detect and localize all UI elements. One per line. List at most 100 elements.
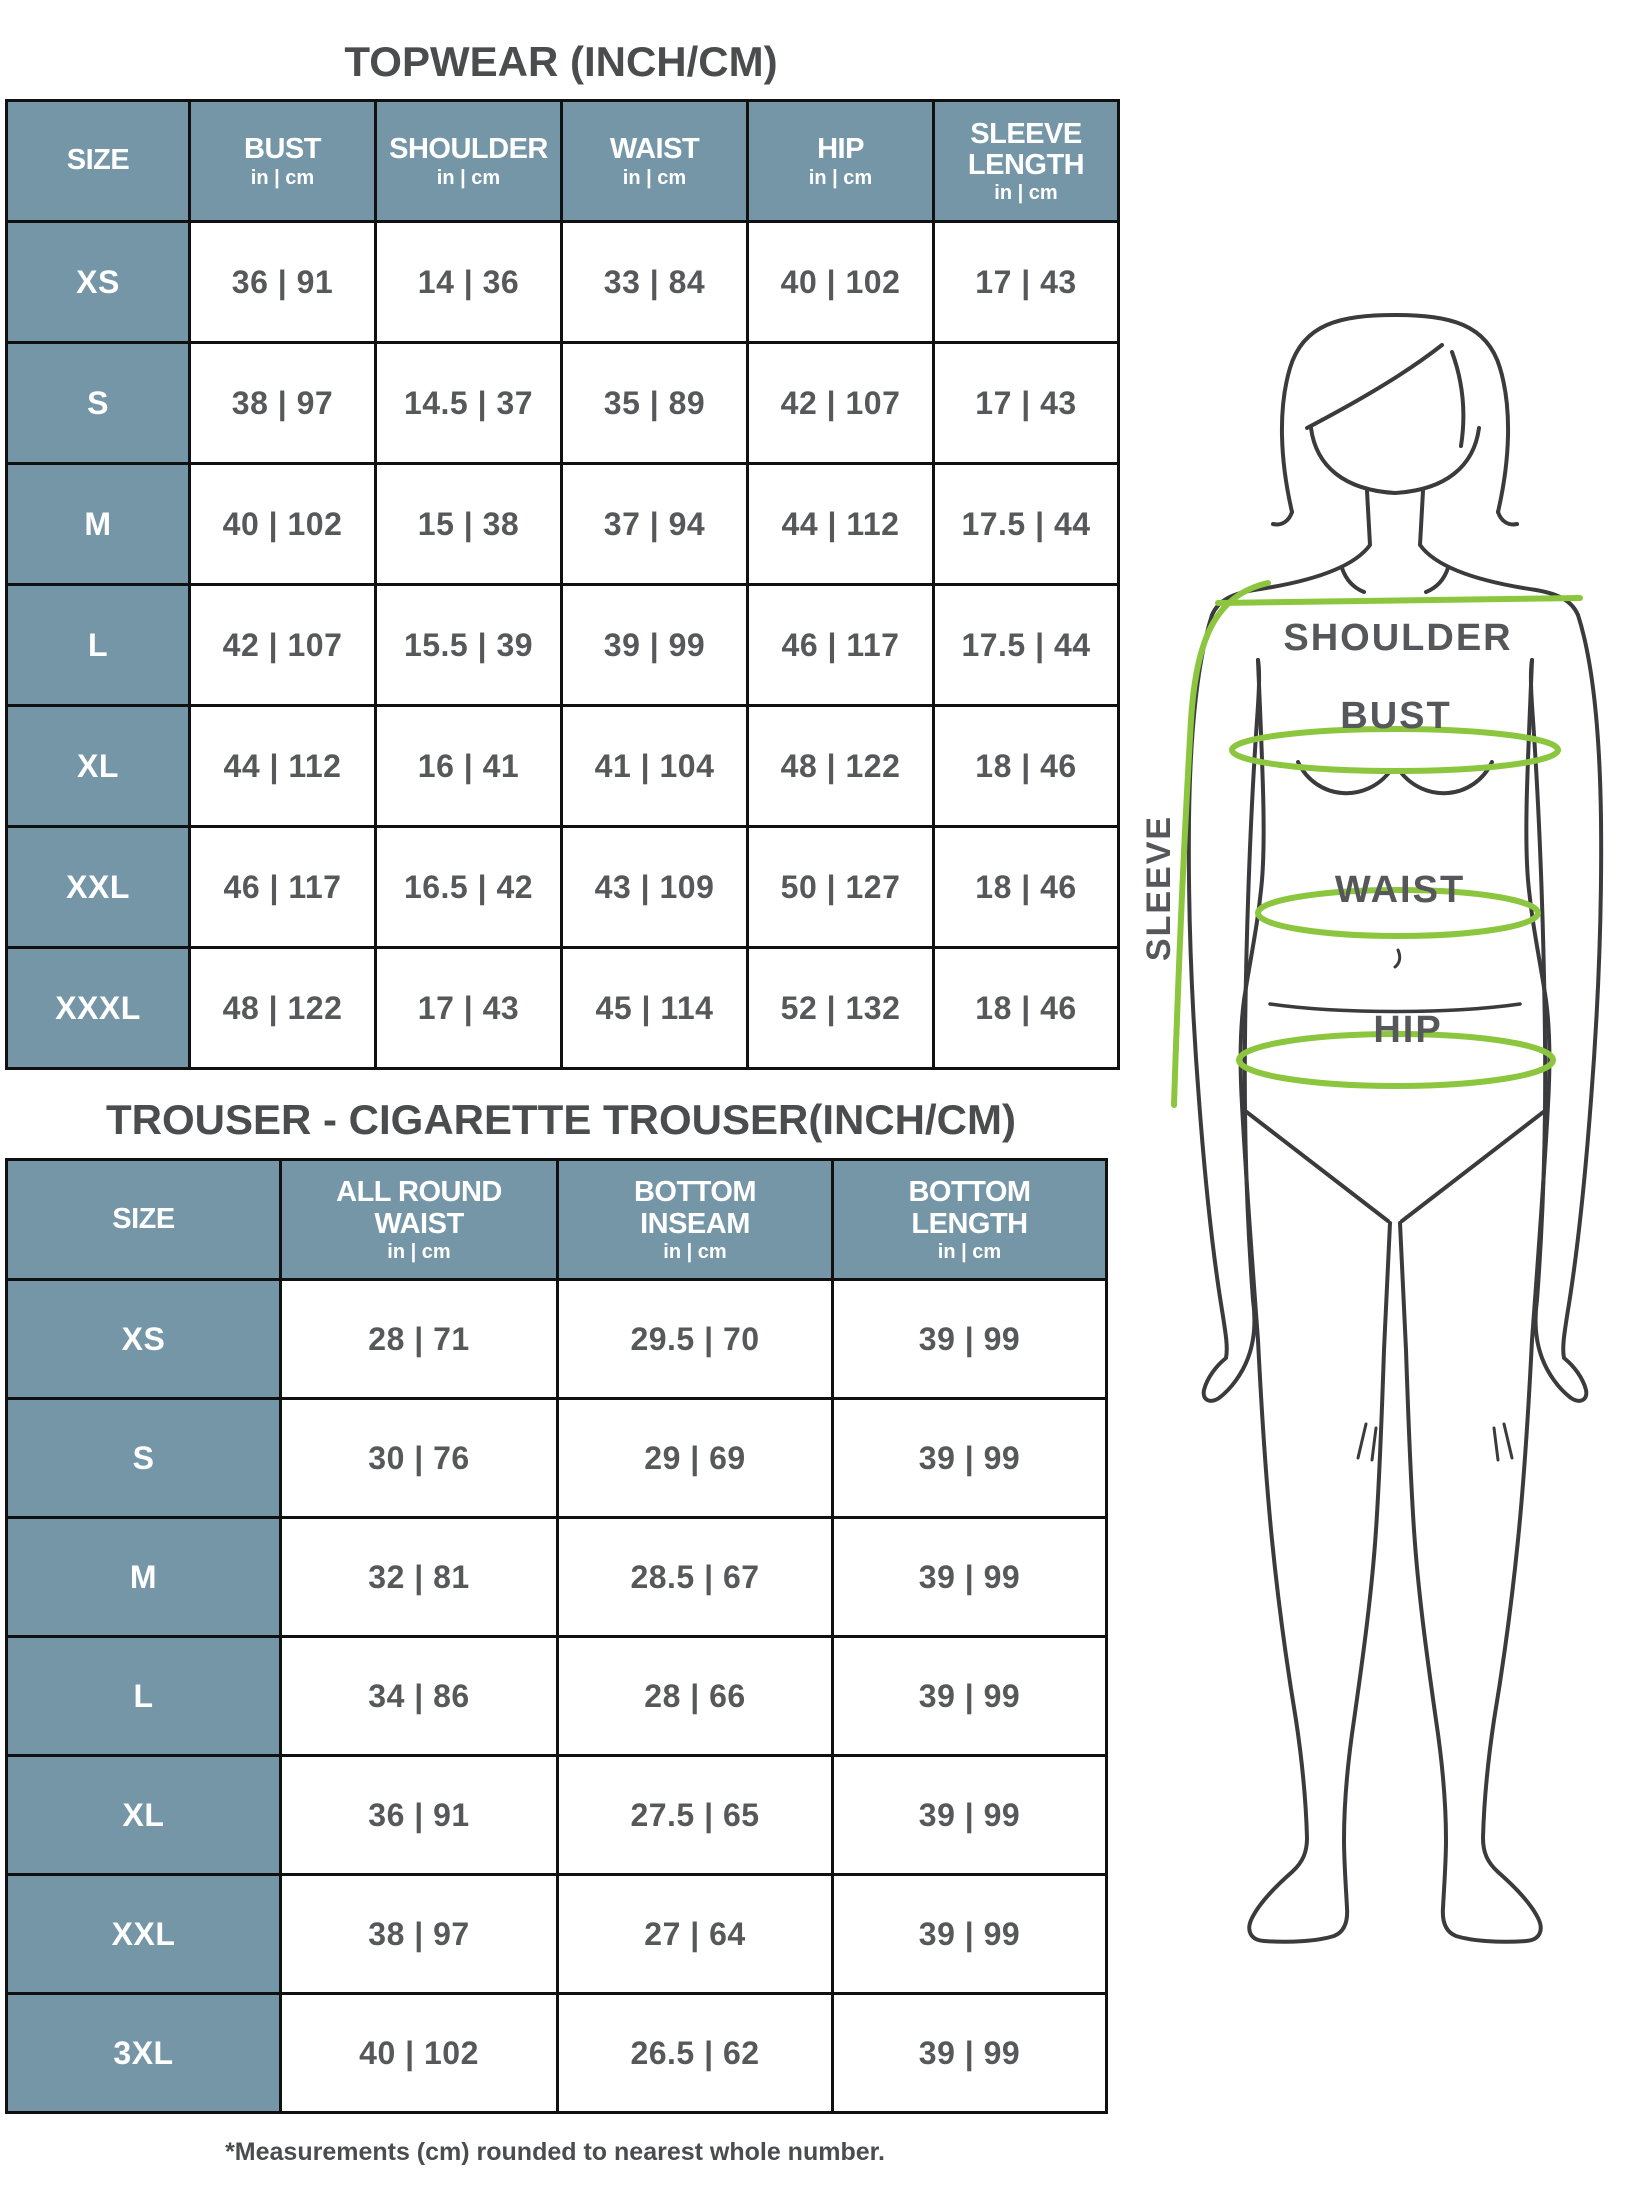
size-label: XXXL [5, 946, 191, 1070]
measurement-value: 32 | 81 [279, 1516, 559, 1638]
column-label: BUST [244, 133, 321, 166]
measurement-value: 39 | 99 [831, 1635, 1108, 1757]
table-row: M 40 | 102 15 | 38 37 | 94 44 | 112 17.5 | 44 [5, 462, 1120, 586]
clavicle-left [1340, 566, 1366, 594]
topwear-col-size: SIZE [5, 99, 191, 223]
table-row: M 32 | 81 28.5 | 67 39 | 99 [5, 1516, 1108, 1638]
measurement-value: 52 | 132 [746, 946, 935, 1070]
clavicle-right [1424, 566, 1450, 594]
table-row: XXL 38 | 97 27 | 64 39 | 99 [5, 1873, 1108, 1995]
measurement-value: 33 | 84 [560, 220, 749, 344]
size-label: L [5, 583, 191, 707]
measurement-value: 48 | 122 [746, 704, 935, 828]
hair-outline [1279, 313, 1511, 514]
column-label: SIZE [66, 144, 130, 177]
size-label: XS [5, 220, 191, 344]
measurement-value: 28.5 | 67 [556, 1516, 834, 1638]
face-outline [1309, 426, 1481, 495]
torso-left-leg [1238, 658, 1392, 1944]
measurement-value: 30 | 76 [279, 1397, 559, 1519]
trouser-header-row: SIZE ALL ROUND WAIST in | cm BOTTOM INSEA… [5, 1158, 1108, 1281]
column-unit: in | cm [436, 166, 501, 189]
measurement-value: 46 | 117 [188, 825, 377, 949]
shoulder-measure-line [1215, 595, 1583, 606]
measurement-value: 18 | 46 [932, 704, 1120, 828]
size-label: XS [5, 1278, 282, 1400]
trouser-size-table: SIZE ALL ROUND WAIST in | cm BOTTOM INSEA… [5, 1158, 1108, 2114]
left-arm [1186, 613, 1262, 1403]
table-row: S 38 | 97 14.5 | 37 35 | 89 42 | 107 17 | 43 [5, 341, 1120, 465]
neck-right [1418, 489, 1580, 617]
hip-measure-ellipse [1236, 1031, 1556, 1089]
column-unit: in | cm [622, 166, 687, 189]
bikini-left-line [1242, 1108, 1390, 1223]
table-row: XXXL 48 | 122 17 | 43 45 | 114 52 | 132 18 | … [5, 946, 1120, 1070]
measurement-value: 42 | 107 [188, 583, 377, 707]
measurement-value: 27.5 | 65 [556, 1754, 834, 1876]
table-row: S 30 | 76 29 | 69 39 | 99 [5, 1397, 1108, 1519]
underwear-top-line [1268, 1002, 1522, 1014]
table-row: L 34 | 86 28 | 66 39 | 99 [5, 1635, 1108, 1757]
measurement-indicators [1171, 580, 1583, 1108]
column-unit: in | cm [808, 166, 873, 189]
trouser-title: TROUSER - CIGARETTE TROUSER(INCH/CM) [106, 1096, 1016, 1143]
measurement-value: 50 | 127 [746, 825, 935, 949]
measurement-value: 17 | 43 [374, 946, 563, 1070]
table-row: XL 44 | 112 16 | 41 41 | 104 48 | 122 18 | 46 [5, 704, 1120, 828]
measurement-value: 18 | 46 [932, 825, 1120, 949]
table-row: XS 36 | 91 14 | 36 33 | 84 40 | 102 17 | 43 [5, 220, 1120, 344]
waist-label: WAIST [1335, 869, 1465, 911]
sleeve-label: SLEEVE [1140, 815, 1178, 961]
table-row: XXL 46 | 117 16.5 | 42 43 | 109 50 | 127 18 |… [5, 825, 1120, 949]
measurement-value: 17 | 43 [932, 341, 1120, 465]
measurement-value: 39 | 99 [831, 1397, 1108, 1519]
measurement-value: 44 | 112 [746, 462, 935, 586]
knee-mark-left [1356, 1422, 1378, 1462]
torso-right-leg [1398, 658, 1552, 1944]
measurement-value: 40 | 102 [188, 462, 377, 586]
column-label: SIZE [112, 1202, 175, 1235]
figure-outline [1186, 313, 1604, 1944]
measurement-value: 41 | 104 [560, 704, 749, 828]
measurement-value: 14 | 36 [374, 220, 563, 344]
size-label: 3XL [5, 1992, 282, 2114]
knee-mark-right [1492, 1422, 1514, 1462]
body-measurement-diagram: SHOULDER BUST WAIST HIP SLEEVE [1100, 250, 1652, 2000]
measurement-value: 17 | 43 [932, 220, 1120, 344]
measurement-value: 29 | 69 [556, 1397, 834, 1519]
shoulder-label: SHOULDER [1283, 617, 1512, 659]
measurement-value: 34 | 86 [279, 1635, 559, 1757]
bust-curve-right [1397, 760, 1494, 795]
navel-mark [1393, 948, 1402, 969]
measurement-value: 28 | 71 [279, 1278, 559, 1400]
measurement-value: 35 | 89 [560, 341, 749, 465]
hip-label: HIP [1373, 1009, 1442, 1051]
size-label: S [5, 341, 191, 465]
column-unit: in | cm [663, 1240, 727, 1263]
topwear-col-sleeve-length: SLEEVE LENGTH in | cm [932, 99, 1120, 223]
measurement-value: 39 | 99 [831, 1516, 1108, 1638]
measurement-value: 46 | 117 [746, 583, 935, 707]
measurement-value: 40 | 102 [746, 220, 935, 344]
column-label: HIP [817, 133, 864, 166]
measurement-value: 16.5 | 42 [374, 825, 563, 949]
column-label: BOTTOM INSEAM [633, 1176, 757, 1240]
body-diagram-svg: SHOULDER BUST WAIST HIP SLEEVE [1140, 313, 1604, 1944]
size-label: XXL [5, 825, 191, 949]
measurement-value: 44 | 112 [188, 704, 377, 828]
measurement-value: 15 | 38 [374, 462, 563, 586]
size-label: XL [5, 1754, 282, 1876]
measurement-footnote: *Measurements (cm) rounded to nearest wh… [225, 2138, 885, 2166]
size-label: XXL [5, 1873, 282, 1995]
column-unit: in | cm [937, 1240, 1002, 1263]
table-row: XL 36 | 91 27.5 | 65 39 | 99 [5, 1754, 1108, 1876]
measurement-value: 18 | 46 [932, 946, 1120, 1070]
trouser-col-size: SIZE [5, 1158, 282, 1281]
waist-measure-ellipse [1255, 887, 1541, 939]
topwear-col-shoulder: SHOULDER in | cm [374, 99, 563, 223]
measurement-value: 17.5 | 44 [932, 462, 1120, 586]
topwear-size-table: SIZE BUST in | cm SHOULDER in | cm WAIST in… [5, 99, 1120, 1070]
measurement-value: 29.5 | 70 [556, 1278, 834, 1400]
measurement-value: 36 | 91 [188, 220, 377, 344]
measurement-value: 36 | 91 [279, 1754, 559, 1876]
